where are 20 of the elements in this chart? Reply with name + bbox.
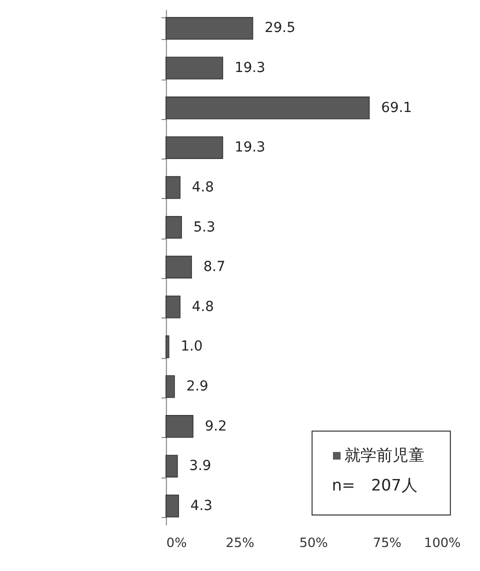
x-tick-label: 75%	[372, 536, 402, 552]
text: 69.1	[381, 100, 412, 116]
text: 4.8	[192, 298, 214, 315]
text: 4.8	[192, 179, 214, 196]
text: 5.3	[193, 219, 216, 236]
text: 19.3	[234, 60, 266, 76]
text: 3.9	[189, 458, 212, 474]
text: 1.0	[180, 338, 203, 355]
x-tick-label: 25%	[226, 536, 254, 552]
text: 8.7	[203, 259, 226, 276]
x-tick-label: 50%	[299, 536, 328, 552]
annotation: n= 207人	[332, 475, 418, 494]
text: 9.2	[204, 418, 227, 434]
text: 4.3	[190, 498, 212, 514]
text: 2.9	[186, 378, 208, 395]
x-tick-label: 0%	[166, 536, 187, 552]
text: 29.5	[264, 20, 296, 36]
x-tick-label: 100%	[424, 536, 461, 552]
legend-label: 就学前児童	[344, 446, 425, 465]
text: 19.3	[234, 140, 266, 156]
